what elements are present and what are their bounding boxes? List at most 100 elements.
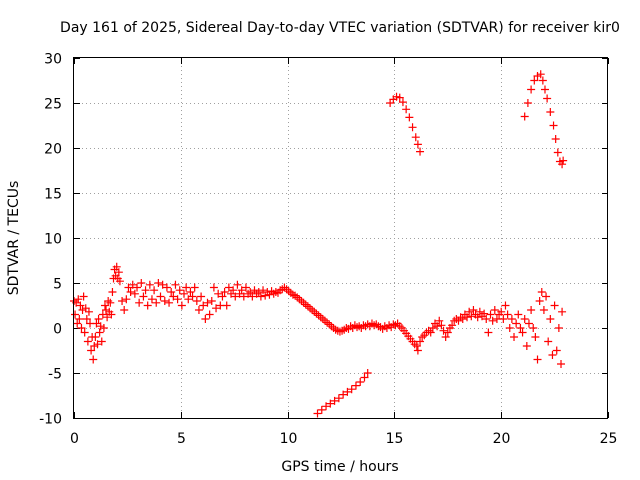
data-point xyxy=(114,268,123,277)
y-tick-label: 0 xyxy=(53,322,62,338)
data-point xyxy=(212,304,221,313)
data-point xyxy=(322,402,331,411)
data-point xyxy=(360,373,369,382)
data-point xyxy=(241,283,250,292)
data-point xyxy=(331,325,340,334)
data-point xyxy=(184,295,193,304)
data-point xyxy=(552,346,561,355)
data-point xyxy=(317,405,326,414)
data-point xyxy=(516,324,525,332)
data-point xyxy=(94,315,103,323)
data-point xyxy=(505,324,514,332)
data-point xyxy=(229,286,238,295)
data-point xyxy=(501,301,510,310)
data-point xyxy=(120,306,129,314)
data-point xyxy=(73,319,82,328)
data-point xyxy=(205,310,214,319)
data-point xyxy=(231,292,240,301)
data-point xyxy=(405,113,414,122)
data-point xyxy=(175,286,184,295)
grid-lines xyxy=(74,58,608,418)
data-point xyxy=(133,283,142,292)
data-point xyxy=(77,324,86,332)
data-point xyxy=(93,340,102,349)
data-point xyxy=(162,283,171,292)
data-point xyxy=(531,333,540,341)
data-point xyxy=(441,333,450,341)
data-point xyxy=(398,98,407,107)
data-point xyxy=(503,310,512,319)
x-tick-label: 20 xyxy=(493,431,511,447)
x-tick-label: 25 xyxy=(600,431,618,447)
data-point xyxy=(510,333,519,341)
y-tick-label: 20 xyxy=(44,142,62,158)
data-point xyxy=(320,316,329,325)
data-point xyxy=(551,135,560,143)
data-point xyxy=(180,289,189,298)
data-point xyxy=(353,323,362,332)
y-tick-label: 10 xyxy=(44,232,62,248)
data-point xyxy=(154,279,163,287)
data-point xyxy=(250,286,259,295)
data-point xyxy=(557,360,566,368)
data-point xyxy=(433,322,442,331)
data-point xyxy=(237,286,246,295)
data-point xyxy=(152,298,161,307)
data-point xyxy=(112,262,121,271)
data-point xyxy=(469,306,478,314)
x-axis-label: GPS time / hours xyxy=(281,459,398,475)
data-point xyxy=(546,108,555,116)
data-point xyxy=(100,301,109,310)
data-point xyxy=(486,310,495,319)
data-point xyxy=(549,121,558,130)
data-point xyxy=(167,288,176,296)
data-point xyxy=(145,280,154,289)
data-point xyxy=(75,315,84,323)
data-point xyxy=(522,342,531,350)
data-point xyxy=(312,309,321,318)
data-point xyxy=(559,156,568,165)
data-point xyxy=(192,297,201,305)
y-tick-label: 15 xyxy=(44,187,62,203)
data-point xyxy=(282,285,291,294)
data-point xyxy=(115,277,124,286)
data-point xyxy=(199,301,208,310)
data-point xyxy=(527,306,536,314)
data-point xyxy=(540,85,549,94)
data-point xyxy=(99,324,108,332)
data-point xyxy=(550,301,559,310)
data-point xyxy=(194,306,203,314)
data-point xyxy=(87,346,96,355)
data-point xyxy=(539,306,548,314)
data-point xyxy=(558,160,567,169)
y-tick-label: 30 xyxy=(44,52,62,68)
data-point xyxy=(141,286,150,295)
data-point xyxy=(548,351,557,359)
data-point xyxy=(490,306,499,314)
data-point xyxy=(330,396,339,405)
data-point xyxy=(182,283,191,292)
data-point xyxy=(435,316,444,325)
data-point xyxy=(339,390,348,399)
data-point xyxy=(177,301,186,310)
plot-frame xyxy=(73,57,608,419)
data-point xyxy=(186,288,195,296)
data-point xyxy=(537,288,546,296)
data-point xyxy=(340,325,349,334)
data-point xyxy=(306,304,315,313)
data-point xyxy=(135,298,144,307)
data-point xyxy=(535,297,544,305)
x-tick-label: 5 xyxy=(177,431,186,447)
data-point xyxy=(308,306,317,314)
data-point xyxy=(499,315,508,323)
data-point xyxy=(126,288,135,296)
data-point xyxy=(222,301,231,310)
data-point xyxy=(412,342,421,350)
data-point xyxy=(524,319,533,328)
x-tick-label: 15 xyxy=(386,431,404,447)
y-tick-label: 25 xyxy=(44,97,62,113)
data-point xyxy=(214,289,223,298)
data-point xyxy=(233,280,242,289)
data-point xyxy=(313,409,322,418)
